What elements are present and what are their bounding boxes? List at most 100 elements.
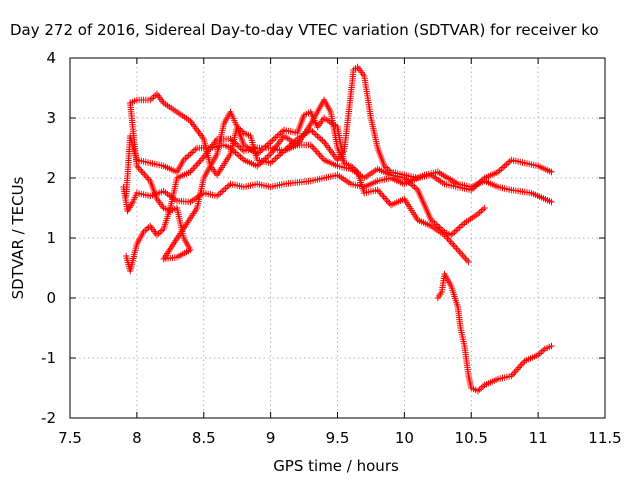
data-point-track-c — [191, 163, 199, 171]
data-point-track-b — [255, 161, 263, 168]
data-point-track-a — [548, 198, 555, 206]
data-point-track-b — [188, 149, 196, 156]
data-point-track-c — [462, 255, 469, 262]
data-point-track-e — [259, 146, 266, 153]
data-point-track-d — [501, 162, 508, 170]
data-point-track-b — [314, 150, 322, 157]
data-point-track-e — [270, 135, 278, 143]
data-point-track-c — [157, 228, 164, 236]
data-point-track-b — [264, 153, 271, 161]
data-point-track-f — [512, 367, 520, 375]
data-point-track-d — [503, 161, 510, 168]
data-point-track-d — [148, 95, 156, 102]
data-point-track-a — [223, 183, 231, 191]
data-point-track-c — [194, 160, 202, 167]
data-point-track-c — [143, 225, 151, 233]
data-point-track-c — [196, 158, 203, 166]
data-point-track-b — [182, 155, 189, 162]
data-point-track-b — [459, 221, 467, 228]
data-point-track-d — [310, 129, 318, 137]
data-point-track-d — [548, 168, 555, 176]
data-point-track-c — [190, 165, 197, 172]
data-point-track-c — [377, 190, 384, 197]
data-point-track-a — [222, 185, 229, 192]
x-tick-label: 11 — [529, 429, 548, 447]
data-point-track-d — [506, 158, 513, 165]
data-point-track-d — [499, 164, 507, 171]
data-point-track-d — [315, 134, 323, 141]
data-point-track-b — [183, 153, 191, 161]
data-point-track-d — [274, 153, 281, 161]
data-point-track-f — [514, 366, 521, 373]
data-point-track-e — [141, 171, 148, 178]
data-point-track-c — [375, 188, 383, 195]
data-point-track-e — [264, 141, 271, 149]
data-point-track-d — [277, 150, 284, 158]
data-point-track-c — [199, 155, 206, 162]
x-axis-title: GPS time / hours — [273, 457, 399, 475]
data-point-track-c — [142, 227, 149, 234]
data-point-track-e — [269, 137, 276, 144]
data-point-track-c — [463, 257, 471, 264]
data-point-track-e — [138, 167, 145, 175]
data-point-track-c — [465, 258, 472, 266]
data-point-track-e — [265, 140, 273, 147]
data-point-track-e — [144, 174, 151, 181]
data-point-track-d — [504, 159, 512, 167]
data-point-track-b — [479, 206, 487, 213]
data-point-track-b — [233, 150, 241, 158]
data-point-track-f — [517, 362, 524, 370]
data-point-track-a — [215, 191, 222, 198]
data-point-track-b — [310, 145, 317, 152]
data-point-track-e — [272, 134, 279, 141]
chart-title: Day 272 of 2016, Sidereal Day-to-day VTE… — [10, 21, 599, 39]
y-tick-label: 0 — [46, 289, 56, 307]
x-tick-label: 8.5 — [192, 429, 216, 447]
data-points — [120, 63, 555, 395]
data-point-track-e — [340, 159, 348, 167]
data-point-track-c — [444, 235, 451, 242]
x-tick-label: 7.5 — [58, 429, 82, 447]
data-point-track-f — [538, 348, 545, 356]
data-point-track-c — [383, 196, 390, 204]
data-point-track-d — [312, 131, 319, 138]
y-axis-title: SDTVAR / TECUs — [9, 176, 27, 299]
data-point-track-e — [139, 169, 147, 176]
data-point-track-b — [476, 209, 483, 216]
data-point-track-c — [381, 195, 389, 202]
data-point-track-b — [316, 151, 323, 159]
data-point-track-d — [319, 137, 326, 144]
data-point-track-b — [317, 153, 325, 160]
data-point-track-b — [192, 146, 199, 153]
data-point-track-b — [456, 224, 463, 231]
y-tick-label: -2 — [41, 409, 56, 427]
data-point-track-c — [460, 253, 468, 261]
y-tick-label: 2 — [46, 169, 56, 187]
data-point-track-d — [498, 165, 505, 173]
data-point-track-d — [150, 93, 157, 101]
data-point-track-b — [449, 230, 457, 237]
data-point-track-b — [458, 222, 465, 230]
data-point-track-b — [411, 183, 418, 191]
data-point-track-e — [279, 128, 286, 135]
data-point-track-b — [453, 227, 460, 234]
data-point-track-f — [478, 384, 485, 392]
data-point-track-b — [481, 204, 488, 212]
y-tick-label: -1 — [41, 349, 56, 367]
x-tick-label: 9.5 — [326, 429, 350, 447]
data-point-track-f — [548, 342, 555, 350]
x-tick-label: 11.5 — [588, 429, 621, 447]
data-point-track-a — [218, 188, 226, 195]
data-point-track-c — [447, 238, 454, 245]
data-point-track-c — [450, 241, 457, 249]
data-point-track-d — [314, 132, 321, 140]
y-tick-label: 3 — [46, 109, 56, 127]
data-point-track-e — [136, 166, 144, 173]
data-point-track-c — [235, 143, 243, 150]
x-tick-label: 10.5 — [455, 429, 488, 447]
data-point-track-c — [454, 246, 462, 254]
y-tick-label: 1 — [46, 229, 56, 247]
x-tick-label: 9 — [266, 429, 276, 447]
data-point-track-b — [235, 152, 243, 159]
